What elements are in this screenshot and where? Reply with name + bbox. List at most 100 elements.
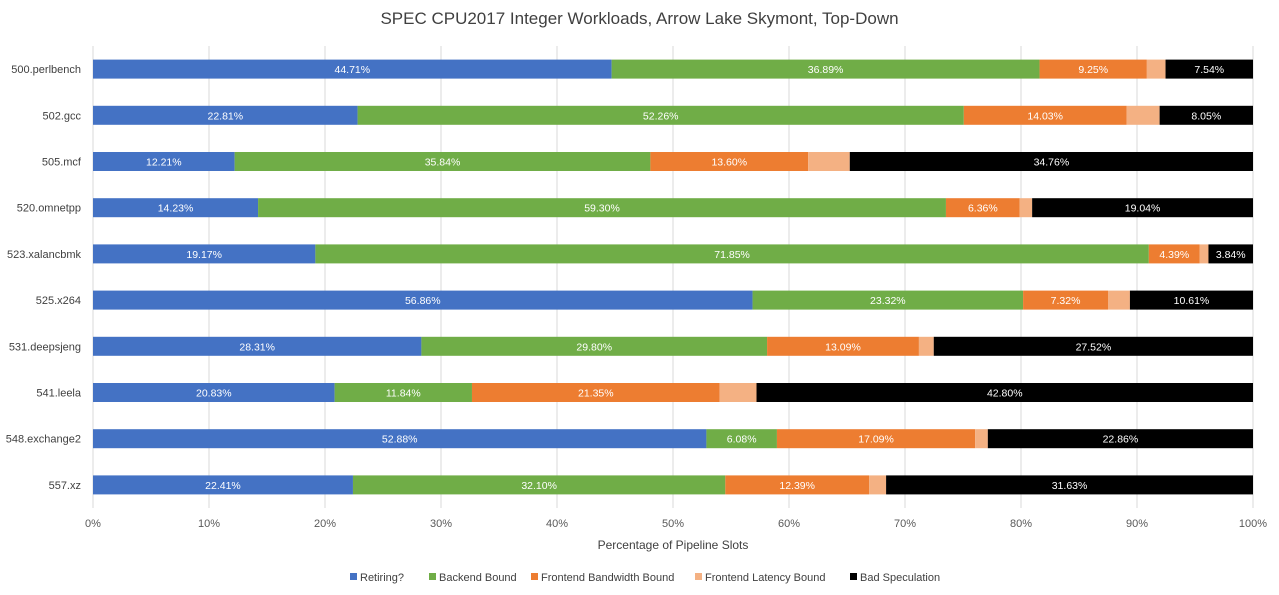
bar-segment[interactable] [1032,198,1253,218]
x-tick-label: 60% [778,518,800,530]
bar-segment[interactable] [1165,59,1253,79]
bar-segment[interactable] [611,59,1040,79]
data-label: 10.61% [1174,295,1210,307]
data-label: 12.21% [146,157,182,169]
bar-segment[interactable] [1126,105,1160,125]
bar-segment[interactable] [1208,244,1253,264]
category-label: 541.leela [36,388,82,400]
bar-segment[interactable] [945,198,1020,218]
legend-swatch [531,573,538,580]
bar-segment[interactable] [756,383,1253,402]
category-label: 557.xz [49,480,81,492]
legend-entry[interactable]: Backend Bound [439,572,517,584]
bar-segment[interactable] [93,152,235,171]
bar-segment[interactable] [93,244,316,264]
x-tick-label: 80% [1010,518,1032,530]
data-label: 34.76% [1034,157,1070,169]
data-label: 7.32% [1051,295,1081,307]
bar-segment[interactable] [93,105,358,125]
bar-segment[interactable] [933,336,1253,356]
bar-segment[interactable] [357,105,964,125]
x-tick-labels: 0% 10% 20% 30% 40% 50% 60% 70% 80% 90% 100% [85,518,1267,530]
bar-segment[interactable] [886,475,1253,495]
bar-segment[interactable] [650,152,809,171]
bar-segment[interactable] [808,152,850,171]
data-label: 22.86% [1103,434,1139,446]
bar-segment[interactable] [706,429,777,449]
legend-swatch [350,573,357,580]
data-label: 29.80% [576,341,612,353]
bar-segment[interactable] [93,383,335,402]
bar-segment[interactable] [719,383,757,402]
x-tick-label: 70% [894,518,916,530]
bar-segment[interactable] [963,105,1127,125]
bar-segment[interactable] [334,383,472,402]
bar-segment[interactable] [93,429,707,449]
bar-segment[interactable] [987,429,1253,449]
bar-segment[interactable] [1148,244,1200,264]
category-label: 505.mcf [42,157,82,169]
data-label: 13.09% [825,341,861,353]
bars: 44.71% 36.89% 9.25% 7.54% 22.81% 52.26% 14.03%… [93,59,1253,495]
x-tick-label: 10% [198,518,220,530]
data-label: 20.83% [196,388,232,400]
bar-segment[interactable] [1199,244,1209,264]
bar-segment[interactable] [421,336,768,356]
category-label: 500.perlbench [11,64,81,76]
bar-segment[interactable] [869,475,887,495]
bar-segment[interactable] [93,59,612,79]
category-label: 525.x264 [36,295,81,307]
bar-segment[interactable] [1019,198,1033,218]
bar-segment[interactable] [1023,290,1108,310]
legend[interactable]: Retiring? Backend Bound Frontend Bandwidth… [350,572,940,584]
legend-entry[interactable]: Bad Speculation [860,572,940,584]
x-tick-label: 0% [85,518,101,530]
data-label: 71.85% [714,249,750,261]
bar-segment[interactable] [776,429,976,449]
x-axis-title: Percentage of Pipeline Slots [598,538,749,552]
bar-segment[interactable] [93,475,353,495]
data-label: 56.86% [405,295,441,307]
data-label: 14.23% [158,203,194,215]
data-label: 12.39% [779,480,815,492]
bar-segment[interactable] [315,244,1149,264]
data-label: 32.10% [521,480,557,492]
bar-segment[interactable] [1129,290,1253,310]
data-label: 6.08% [727,434,757,446]
data-label: 14.03% [1027,110,1063,122]
bar-segment[interactable] [1159,105,1253,125]
category-label: 523.xalancbmk [7,249,81,261]
data-label: 23.32% [870,295,906,307]
bar-segment[interactable] [767,336,919,356]
bar-segment[interactable] [1146,59,1166,79]
bar-segment[interactable] [975,429,988,449]
bar-segment[interactable] [258,198,946,218]
data-label: 22.81% [207,110,243,122]
bar-segment[interactable] [1039,59,1147,79]
bar-segment[interactable] [93,336,422,356]
category-label: 531.deepsjeng [9,341,81,353]
data-label: 21.35% [578,388,614,400]
legend-entry[interactable]: Frontend Latency Bound [705,572,825,584]
data-label: 9.25% [1078,64,1108,76]
bar-segment[interactable] [352,475,726,495]
data-label: 52.88% [382,434,418,446]
bar-segment[interactable] [471,383,720,402]
bar-segment[interactable] [849,152,1253,171]
bar-segment[interactable] [918,336,934,356]
bar-segment[interactable] [725,475,870,495]
data-label: 28.31% [239,341,275,353]
data-label: 22.41% [205,480,241,492]
bar-segment[interactable] [752,290,1024,310]
data-label: 17.09% [858,434,894,446]
data-label: 59.30% [584,203,620,215]
bar-segment[interactable] [93,198,259,218]
bar-segment[interactable] [234,152,651,171]
data-label: 52.26% [643,110,679,122]
bar-segment[interactable] [93,290,753,310]
x-tick-label: 90% [1126,518,1148,530]
data-label: 8.05% [1191,110,1221,122]
legend-entry[interactable]: Frontend Bandwidth Bound [541,572,674,584]
bar-segment[interactable] [1108,290,1130,310]
legend-entry[interactable]: Retiring? [360,572,404,584]
